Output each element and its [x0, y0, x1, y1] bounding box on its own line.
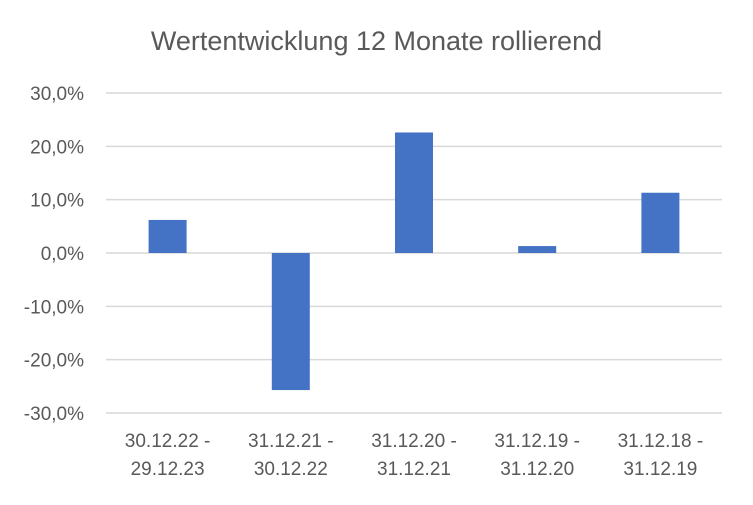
x-category-label: 31.12.18 - — [618, 431, 704, 452]
bar — [518, 246, 557, 253]
chart-title: Wertentwicklung 12 Monate rollierend — [150, 26, 603, 56]
x-category-label: 30.12.22 - — [125, 431, 211, 452]
x-category-label: 30.12.22 — [254, 459, 328, 480]
y-tick-label: 30,0% — [30, 84, 84, 105]
y-tick-label: 10,0% — [30, 191, 84, 212]
x-category-label: 31.12.19 — [623, 459, 697, 480]
x-category-label: 31.12.20 - — [371, 431, 457, 452]
bar — [395, 132, 433, 253]
x-category-label: 31.12.20 — [500, 459, 574, 480]
y-tick-label: 0,0% — [41, 244, 84, 265]
y-tick-label: -30,0% — [24, 404, 84, 425]
y-tick-label: 20,0% — [30, 137, 84, 158]
bar — [148, 219, 187, 253]
y-tick-label: -20,0% — [24, 351, 84, 372]
x-category-label: 31.12.21 - — [248, 431, 334, 452]
x-category-label: 31.12.19 - — [494, 431, 580, 452]
bar — [271, 253, 310, 391]
y-tick-label: -10,0% — [24, 297, 84, 318]
x-category-label: 31.12.21 — [377, 459, 451, 480]
x-category-label: 29.12.23 — [131, 459, 205, 480]
bar — [641, 192, 680, 253]
